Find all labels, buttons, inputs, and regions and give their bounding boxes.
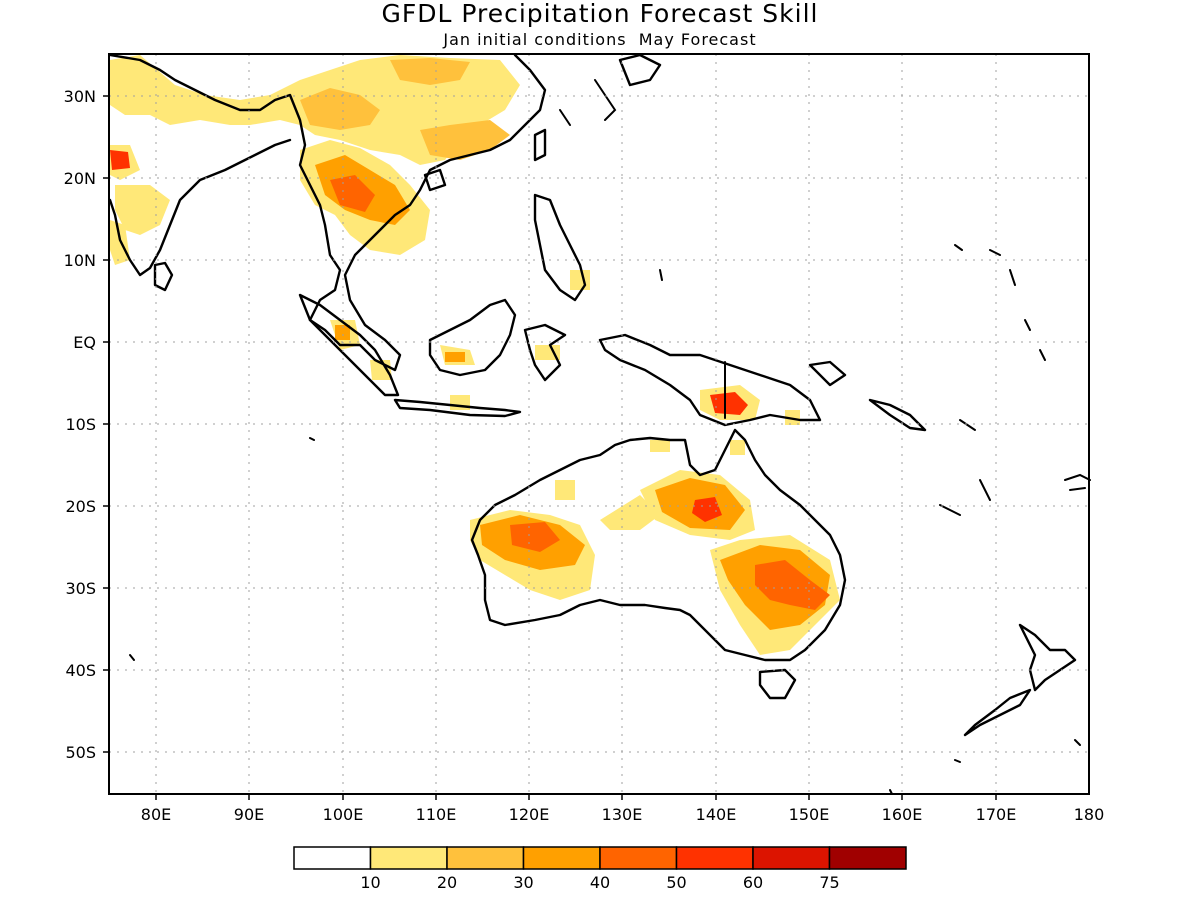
coastline-new-zealand-south xyxy=(963,688,1032,737)
colorbar-swatch xyxy=(293,846,372,870)
colorbar-label: 10 xyxy=(360,873,380,892)
lon-label: 140E xyxy=(696,805,737,824)
skill-shading xyxy=(110,55,840,655)
coastlines xyxy=(108,53,1091,795)
colorbar-swatch xyxy=(599,846,678,870)
lat-label: 10S xyxy=(65,415,96,434)
skill-shading-red xyxy=(710,392,748,415)
skill-shading-light xyxy=(330,270,590,410)
coastline-japan xyxy=(618,53,662,87)
colorbar-label: 30 xyxy=(513,873,533,892)
coastline-sri-lanka xyxy=(153,261,174,292)
lon-axis: 80E 90E 100E 110E 120E 130E 140E 150E 16… xyxy=(141,794,1105,824)
lat-label: 30S xyxy=(65,579,96,598)
colorbar-swatch xyxy=(828,846,907,870)
lon-label: 80E xyxy=(141,805,171,824)
lat-label: 10N xyxy=(64,251,96,270)
coastline-taiwan xyxy=(533,128,547,162)
map-subtitle: Jan initial conditions May Forecast xyxy=(442,30,756,49)
skill-shading-orange xyxy=(335,325,465,362)
lat-label: 30N xyxy=(64,87,96,106)
lon-label: 170E xyxy=(976,805,1017,824)
coastline-asia xyxy=(108,53,547,372)
lat-axis: 30N 20N 10N EQ 10S 20S 30S 40S 50S xyxy=(64,87,109,762)
coastline-tasmania xyxy=(758,668,797,700)
lon-label: 160E xyxy=(882,805,923,824)
lon-label: 90E xyxy=(234,805,264,824)
coastline-java xyxy=(393,398,522,418)
skill-shading-red xyxy=(510,522,560,552)
skill-shading-orange xyxy=(300,58,510,160)
coastline-borneo xyxy=(428,298,517,377)
lat-label: 20N xyxy=(64,169,96,188)
colorbar-label: 20 xyxy=(437,873,457,892)
coastline-new-britain xyxy=(808,360,927,432)
coastline-sulawesi xyxy=(523,323,567,382)
colorbar-label: 40 xyxy=(590,873,610,892)
lat-label: EQ xyxy=(73,333,96,352)
colorbar-swatch xyxy=(522,846,601,870)
coastline-sumatra xyxy=(298,293,400,397)
coastline-new-zealand-north xyxy=(1018,623,1077,692)
skill-shading-red xyxy=(755,560,830,610)
skill-shading-light xyxy=(650,385,800,455)
colorbar-swatch xyxy=(446,846,525,870)
colorbar-label: 75 xyxy=(819,873,839,892)
colorbar-swatch xyxy=(752,846,831,870)
coastline-pacific-islands xyxy=(129,79,1091,795)
coastline-australia xyxy=(470,428,847,662)
lon-label: 150E xyxy=(789,805,830,824)
colorbar-swatch xyxy=(675,846,754,870)
skill-shading-red xyxy=(692,497,722,522)
coastline-philippines xyxy=(533,193,587,302)
lat-label: 20S xyxy=(65,497,96,516)
colorbar-swatch xyxy=(369,846,448,870)
lon-label: 110E xyxy=(416,805,457,824)
colorbar: 10 20 30 40 50 60 75 xyxy=(293,846,907,892)
skill-shading-light xyxy=(110,145,170,265)
lat-gridlines xyxy=(109,95,1089,753)
colorbar-label: 60 xyxy=(743,873,763,892)
lat-label: 50S xyxy=(65,743,96,762)
lon-gridlines xyxy=(155,54,997,794)
coastline-hainan xyxy=(423,168,447,192)
lon-label: 130E xyxy=(602,805,643,824)
coastline-india xyxy=(108,138,292,277)
lon-label: 180 xyxy=(1074,805,1105,824)
coastline-new-guinea xyxy=(598,333,822,427)
skill-shading-red xyxy=(330,175,375,212)
lon-label: 100E xyxy=(323,805,364,824)
colorbar-label: 50 xyxy=(666,873,686,892)
lon-label: 120E xyxy=(509,805,550,824)
lat-label: 40S xyxy=(65,661,96,680)
map-title: GFDL Precipitation Forecast Skill xyxy=(381,0,818,28)
skill-shading-red xyxy=(110,150,130,170)
